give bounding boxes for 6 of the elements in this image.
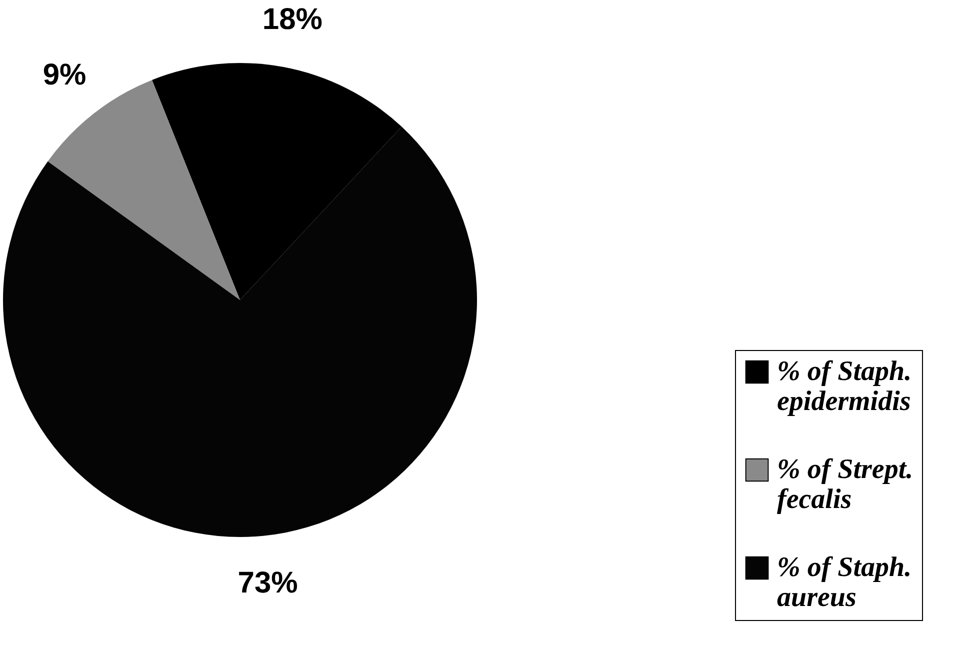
data-label: 73% (238, 566, 298, 600)
data-label: 18% (262, 2, 322, 36)
data-label: 9% (42, 58, 86, 92)
legend-label: % of Staph. epidermidis (777, 356, 912, 417)
legend-label: % of Staph. aureus (777, 552, 912, 613)
legend-label: % of Strept. fecalis (777, 454, 914, 515)
